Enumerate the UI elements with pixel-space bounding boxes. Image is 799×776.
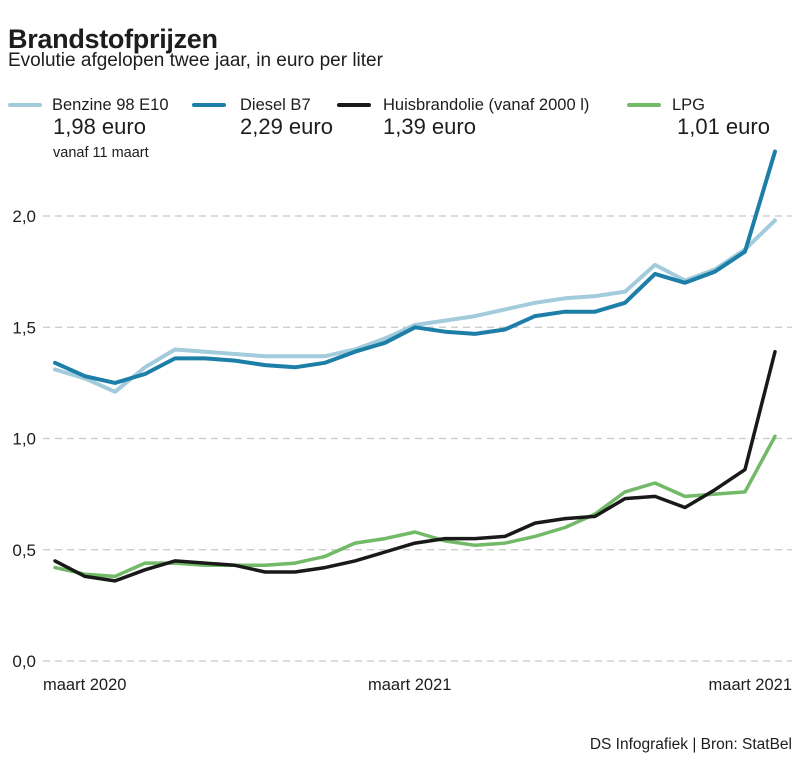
fuel-price-line-chart: 0,0 0,5 1,0 1,5 2,0 (12, 149, 792, 671)
y-tick-label-0,0: 0,0 (12, 652, 36, 671)
diesel-line-swatch (192, 103, 226, 107)
legend-note-benzine: vanaf 11 maart (53, 145, 149, 161)
source-credit: DS Infografiek | Bron: StatBel (589, 736, 792, 753)
legend-label-huisbrandolie: Huisbrandolie (vanaf 2000 l) (383, 96, 590, 114)
y-tick-label-2,0: 2,0 (12, 207, 36, 226)
huisbrandolie-line-swatch (337, 103, 371, 107)
legend-value-diesel: 2,29 euro (240, 114, 333, 139)
series-line-benzine-98-e10 (53, 218, 777, 394)
lpg-line-swatch (627, 103, 661, 107)
legend-label-diesel: Diesel B7 (240, 96, 311, 114)
series-line-huisbrandolie-vanaf-2000-l (53, 349, 777, 583)
legend-value-huisbrandolie: 1,39 euro (383, 114, 476, 139)
x-axis-label-maart-2021: maart 2021 (368, 676, 452, 694)
x-axis-label-maart-2020: maart 2020 (43, 676, 127, 694)
legend-value-lpg: 1,01 euro (677, 114, 770, 139)
series-line-diesel-b7 (53, 149, 777, 385)
x-axis-label-maart-2021-right: maart 2021 (708, 676, 792, 694)
y-tick-label-1,0: 1,0 (12, 430, 36, 449)
y-tick-label-1,5: 1,5 (12, 318, 36, 337)
series-line-lpg (53, 434, 777, 579)
y-tick-label-0,5: 0,5 (12, 541, 36, 560)
page-title: Brandstofprijzen (8, 24, 218, 55)
page-subtitle: Evolutie afgelopen twee jaar, in euro pe… (8, 50, 383, 71)
legend-label-benzine: Benzine 98 E10 (52, 96, 169, 114)
legend-value-benzine: 1,98 euro (53, 114, 146, 139)
legend-label-lpg: LPG (672, 96, 706, 114)
benzine-line-swatch (8, 103, 42, 107)
